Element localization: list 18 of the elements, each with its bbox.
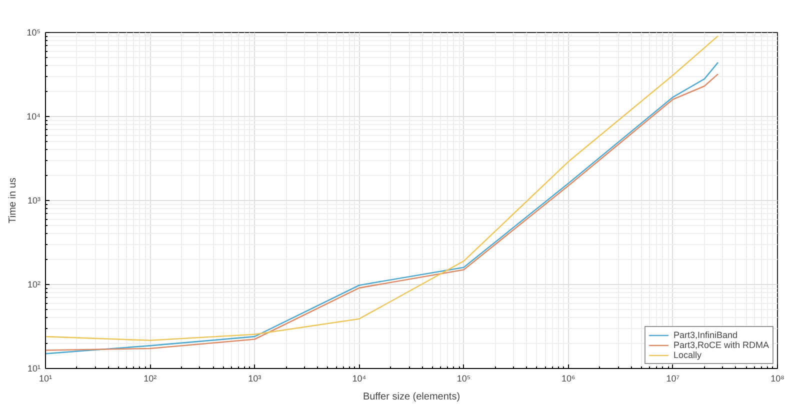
y-tick-label: 10⁵ bbox=[26, 28, 41, 38]
x-axis-title: Buffer size (elements) bbox=[362, 392, 460, 402]
y-axis-title: Time in us bbox=[8, 178, 19, 224]
x-tick-label: 10⁶ bbox=[562, 374, 576, 384]
x-tick-label: 10⁵ bbox=[456, 374, 471, 384]
x-tick-label: 10⁷ bbox=[666, 374, 680, 384]
y-tick-label: 10¹ bbox=[27, 364, 41, 374]
x-tick-label: 10¹ bbox=[38, 374, 52, 384]
x-tick-label: 10⁸ bbox=[770, 374, 785, 384]
legend-label: Part3,InfiniBand bbox=[673, 330, 738, 340]
legend-label: Part3,RoCE with RDMA bbox=[673, 340, 769, 350]
x-tick-label: 10⁴ bbox=[352, 374, 366, 384]
y-tick-label: 10³ bbox=[27, 196, 41, 206]
y-tick-label: 10⁴ bbox=[26, 112, 41, 122]
legend-label: Locally bbox=[673, 350, 702, 360]
y-tick-label: 10² bbox=[27, 280, 41, 290]
x-tick-label: 10³ bbox=[248, 374, 262, 384]
x-tick-label: 10² bbox=[144, 374, 157, 384]
